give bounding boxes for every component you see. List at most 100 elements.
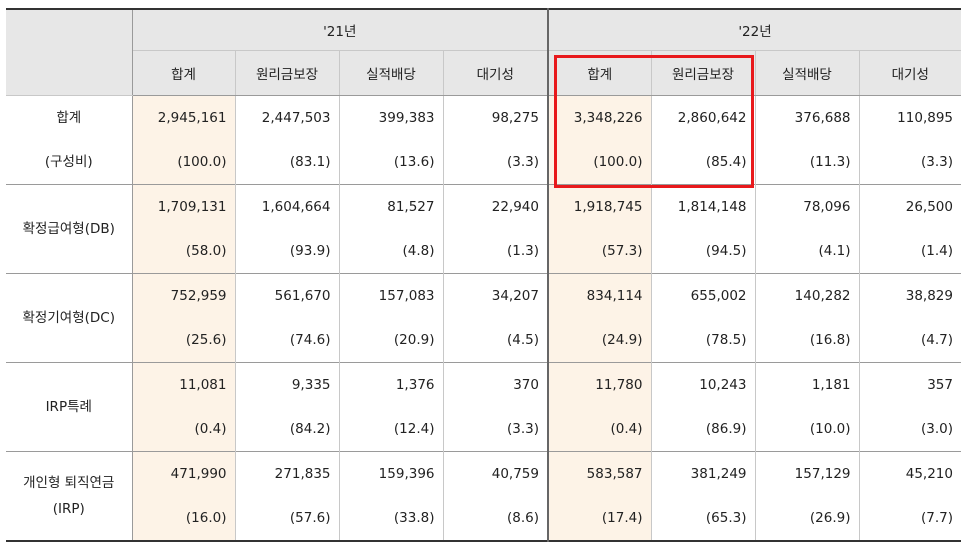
ratio-cell: (100.0)	[131, 140, 235, 185]
value-cell: 157,129	[754, 451, 859, 496]
ratio-cell: (57.3)	[547, 229, 651, 274]
value-cell: 655,002	[650, 273, 755, 318]
value-cell: 1,181	[754, 362, 859, 407]
ratio-cell: (11.3)	[754, 140, 859, 185]
column-header: 합계	[547, 50, 651, 96]
ratio-cell: (4.8)	[338, 229, 443, 274]
value-cell: 1,709,131	[131, 184, 235, 229]
ratio-cell: (85.4)	[650, 140, 755, 185]
value-cell: 2,860,642	[650, 95, 755, 140]
ratio-cell: (7.7)	[858, 496, 961, 541]
value-cell: 1,376	[338, 362, 443, 407]
ratio-cell: (83.1)	[234, 140, 339, 185]
value-cell: 376,688	[754, 95, 859, 140]
column-header: 합계	[131, 50, 235, 96]
corner-cell	[6, 9, 133, 96]
ratio-cell: (4.7)	[858, 318, 961, 363]
table-row-ratios: (0.4) (84.2) (12.4) (3.3) (0.4) (86.9) (10.0)(…	[6, 407, 961, 452]
value-cell: 22,940	[442, 184, 548, 229]
ratio-cell: (8.6)	[442, 496, 548, 541]
value-cell: 11,780	[547, 362, 651, 407]
ratio-cell: (20.9)	[338, 318, 443, 363]
table-row-ratios: (25.6) (74.6) (20.9) (4.5) (24.9) (78.5) (16.8…	[6, 318, 961, 363]
value-cell: 45,210	[858, 451, 961, 496]
value-cell: 98,275	[442, 95, 548, 140]
value-cell: 3,348,226	[547, 95, 651, 140]
value-cell: 11,081	[131, 362, 235, 407]
ratio-cell: (3.0)	[858, 407, 961, 452]
row-label-cell: 확정기여형(DC)	[6, 273, 133, 363]
value-cell: 1,918,745	[547, 184, 651, 229]
year-header-2022: '22년	[547, 9, 961, 51]
value-cell: 159,396	[338, 451, 443, 496]
value-cell: 10,243	[650, 362, 755, 407]
value-cell: 583,587	[547, 451, 651, 496]
table-row-ratios: (16.0) (57.6) (33.8) (8.6) (17.4) (65.3) (26.9…	[6, 496, 961, 541]
value-cell: 140,282	[754, 273, 859, 318]
table-body: 합계 (구성비) 2,945,161 2,447,503 399,383 98,275 3,…	[6, 95, 961, 541]
ratio-cell: (24.9)	[547, 318, 651, 363]
ratio-cell: (74.6)	[234, 318, 339, 363]
year-header-2021: '21년	[131, 9, 548, 51]
value-cell: 271,835	[234, 451, 339, 496]
value-cell: 1,604,664	[234, 184, 339, 229]
value-cell: 26,500	[858, 184, 961, 229]
ratio-cell: (3.3)	[442, 407, 548, 452]
ratio-cell: (0.4)	[131, 407, 235, 452]
value-cell: 381,249	[650, 451, 755, 496]
ratio-cell: (16.8)	[754, 318, 859, 363]
row-label: IRP특례	[45, 399, 92, 415]
value-cell: 752,959	[131, 273, 235, 318]
column-header: 대기성	[858, 50, 961, 96]
ratio-cell: (94.5)	[650, 229, 755, 274]
ratio-cell: (84.2)	[234, 407, 339, 452]
ratio-cell: (3.3)	[858, 140, 961, 185]
table-row-ratios: (58.0) (93.9) (4.8) (1.3) (57.3) (94.5) (4.1)(…	[6, 229, 961, 274]
table-row-values: IRP특례 11,081 9,335 1,376 370 11,780 10,243 1,18…	[6, 362, 961, 452]
ratio-cell: (4.5)	[442, 318, 548, 363]
value-cell: 81,527	[338, 184, 443, 229]
table-row-values: 합계 (구성비) 2,945,161 2,447,503 399,383 98,275 3,…	[6, 95, 961, 185]
value-cell: 78,096	[754, 184, 859, 229]
row-label: 합계	[56, 110, 82, 126]
pension-reserve-table: '21년 '22년 합계 원리금보장 실적배당 대기성 합계 원리금보장 실적배…	[6, 8, 961, 542]
ratio-cell: (58.0)	[131, 229, 235, 274]
ratio-cell: (26.9)	[754, 496, 859, 541]
table-row-ratios: (100.0) (83.1) (13.6) (3.3) (100.0) (85.4) (11…	[6, 140, 961, 185]
ratio-cell: (25.6)	[131, 318, 235, 363]
ratio-cell: (0.4)	[547, 407, 651, 452]
table-row-values: 개인형 퇴직연금 (IRP) 471,990 271,835 159,396 40,759…	[6, 451, 961, 541]
row-sublabel: (IRP)	[52, 501, 85, 517]
value-cell: 157,083	[338, 273, 443, 318]
column-header: 대기성	[442, 50, 548, 96]
value-cell: 834,114	[547, 273, 651, 318]
row-label: 확정기여형(DC)	[22, 310, 115, 326]
row-label-cell: IRP특례	[6, 362, 133, 452]
value-cell: 370	[442, 362, 548, 407]
column-header: 원리금보장	[234, 50, 339, 96]
value-cell: 1,814,148	[650, 184, 755, 229]
value-cell: 9,335	[234, 362, 339, 407]
ratio-cell: (86.9)	[650, 407, 755, 452]
column-header: 원리금보장	[650, 50, 755, 96]
value-cell: 561,670	[234, 273, 339, 318]
value-cell: 34,207	[442, 273, 548, 318]
ratio-cell: (93.9)	[234, 229, 339, 274]
value-cell: 2,447,503	[234, 95, 339, 140]
ratio-cell: (3.3)	[442, 140, 548, 185]
row-label-cell: 합계 (구성비)	[6, 95, 133, 185]
value-cell: 2,945,161	[131, 95, 235, 140]
value-cell: 38,829	[858, 273, 961, 318]
ratio-cell: (33.8)	[338, 496, 443, 541]
column-header: 실적배당	[754, 50, 859, 96]
value-cell: 471,990	[131, 451, 235, 496]
ratio-cell: (13.6)	[338, 140, 443, 185]
ratio-cell: (1.4)	[858, 229, 961, 274]
ratio-cell: (65.3)	[650, 496, 755, 541]
ratio-cell: (10.0)	[754, 407, 859, 452]
value-cell: 110,895	[858, 95, 961, 140]
ratio-cell: (78.5)	[650, 318, 755, 363]
row-label: 개인형 퇴직연금	[23, 475, 115, 491]
ratio-cell: (16.0)	[131, 496, 235, 541]
